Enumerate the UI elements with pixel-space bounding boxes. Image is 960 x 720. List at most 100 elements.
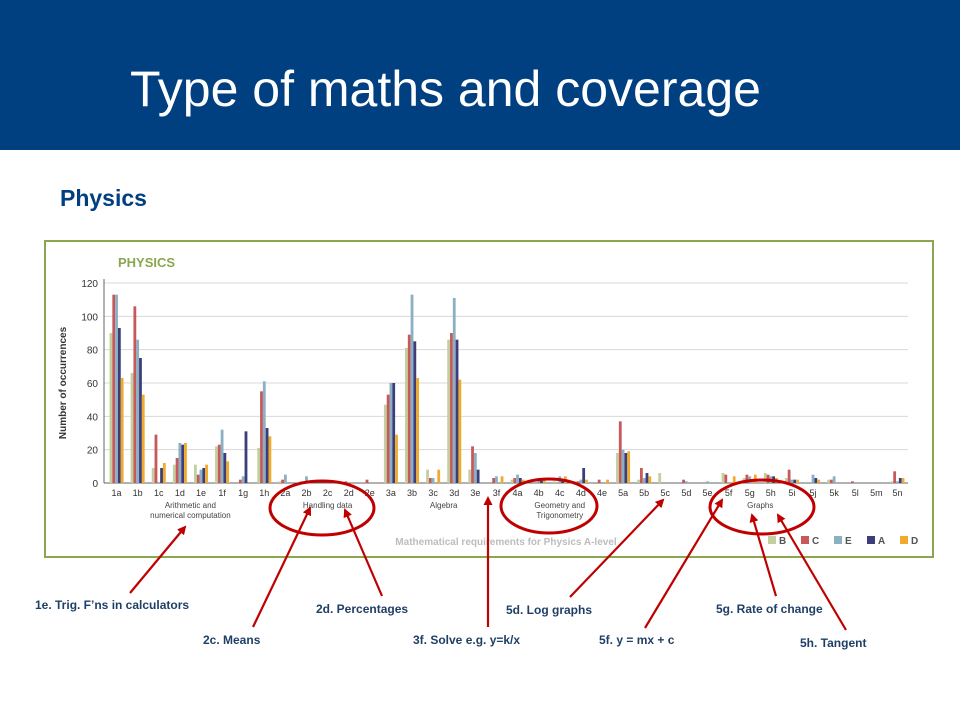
bar xyxy=(184,443,187,483)
bar xyxy=(829,479,833,483)
bar xyxy=(416,378,420,483)
bar xyxy=(827,479,830,483)
bar xyxy=(552,481,556,483)
bar xyxy=(851,481,854,483)
bar xyxy=(151,468,155,483)
bar xyxy=(585,479,588,483)
bar xyxy=(516,474,519,483)
bar xyxy=(181,444,185,483)
group-label: Graphs xyxy=(747,501,773,510)
x-tick-label: 2d xyxy=(344,488,354,498)
bar xyxy=(344,481,348,483)
bar xyxy=(796,479,799,483)
bar xyxy=(238,479,242,483)
bar xyxy=(130,373,134,483)
bar xyxy=(901,478,905,483)
y-axis-label: Number of occurrences xyxy=(58,326,69,439)
y-tick-label: 100 xyxy=(81,312,98,323)
bar xyxy=(618,421,622,483)
bar xyxy=(513,478,517,483)
bar xyxy=(500,476,504,483)
x-tick-label: 2a xyxy=(280,488,290,498)
x-tick-label: 5j xyxy=(810,488,817,498)
bar xyxy=(205,464,208,483)
x-tick-label: 3a xyxy=(386,488,396,498)
bar xyxy=(452,298,456,483)
bar xyxy=(109,333,113,483)
x-tick-label: 5l xyxy=(852,488,859,498)
x-tick-label: 5h xyxy=(766,488,776,498)
x-tick-label: 2c xyxy=(323,488,333,498)
y-tick-label: 80 xyxy=(87,346,99,357)
highlight-ellipse xyxy=(708,478,816,536)
callout-label-means: 2c. Means xyxy=(203,633,261,647)
bar xyxy=(645,473,649,483)
bar xyxy=(790,479,794,483)
y-tick-label: 20 xyxy=(87,446,99,457)
bar xyxy=(133,306,137,483)
y-tick-label: 40 xyxy=(87,412,99,423)
legend-swatch xyxy=(900,536,908,544)
bar xyxy=(495,476,498,483)
bar xyxy=(447,339,451,483)
bar xyxy=(642,478,646,483)
bar xyxy=(262,381,266,483)
bar xyxy=(648,476,652,483)
bar xyxy=(784,478,788,483)
bar xyxy=(637,479,640,483)
bar xyxy=(112,294,116,483)
bar xyxy=(136,339,140,483)
bar xyxy=(706,481,709,483)
bar xyxy=(260,391,263,483)
bar xyxy=(265,428,269,483)
section-title: Physics xyxy=(60,185,147,211)
x-axis-label: Mathematical requirements for Physics A-… xyxy=(395,537,617,548)
highlight-ellipse xyxy=(268,479,376,537)
bar xyxy=(616,453,619,483)
callout-label-trig: 1e. Trig. F’ns in calculators xyxy=(35,598,190,612)
x-tick-label: 1a xyxy=(112,488,122,498)
highlight-ellipse xyxy=(499,477,599,535)
x-tick-label: 4e xyxy=(597,488,607,498)
chart-title: PHYSICS xyxy=(118,255,175,270)
legend-swatch xyxy=(768,536,776,544)
bar xyxy=(898,478,902,483)
annotation-arrow xyxy=(569,498,665,598)
x-tick-label: 5d xyxy=(681,488,691,498)
x-tick-label: 1f xyxy=(218,488,226,498)
bar xyxy=(745,474,749,483)
bar xyxy=(431,478,435,483)
x-tick-label: 1c xyxy=(154,488,164,498)
bar xyxy=(518,478,522,483)
bar xyxy=(763,473,767,483)
bar xyxy=(510,479,514,483)
callout-label-log-graphs: 5d. Log graphs xyxy=(506,603,593,617)
x-tick-label: 5m xyxy=(870,488,883,498)
x-tick-label: 1d xyxy=(175,488,185,498)
bar xyxy=(199,469,203,483)
bar xyxy=(117,328,121,483)
bar xyxy=(407,334,411,483)
bar xyxy=(283,474,287,483)
group-label: Handling data xyxy=(303,501,353,510)
bar xyxy=(115,294,118,483)
x-tick-label: 5n xyxy=(892,488,902,498)
bar xyxy=(437,469,441,483)
bar xyxy=(226,461,230,483)
bar xyxy=(193,464,197,483)
bar xyxy=(787,469,791,483)
bar xyxy=(450,333,453,483)
bar xyxy=(621,449,625,483)
bar xyxy=(476,469,480,483)
bar xyxy=(278,481,282,483)
bar xyxy=(817,479,821,483)
group-label: Trigonometry xyxy=(536,511,583,520)
bar xyxy=(582,468,586,483)
bar xyxy=(217,444,221,483)
x-tick-label: 2e xyxy=(365,488,375,498)
slide-title: Type of maths and coverage xyxy=(130,61,761,117)
bar xyxy=(426,469,429,483)
y-tick-label: 120 xyxy=(81,279,98,290)
callout-label-linear: 5f. y = mx + c xyxy=(599,633,675,647)
annotation-arrow xyxy=(749,513,778,597)
